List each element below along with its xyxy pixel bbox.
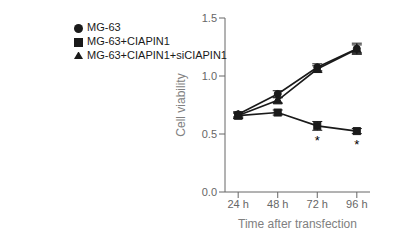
svg-text:72 h: 72 h (307, 198, 328, 210)
html-text:MG-63+CIAPIN1: MG-63+CIAPIN1 (87, 35, 170, 47)
svg-text:*: * (315, 133, 320, 148)
svg-text:Time after transfection: Time after transfection (238, 217, 357, 231)
svg-text:48 h: 48 h (267, 198, 288, 210)
svg-text:24 h: 24 h (227, 198, 248, 210)
html-text:MG-63+CIAPIN1+siCIAPIN1: MG-63+CIAPIN1+siCIAPIN1 (87, 49, 227, 61)
svg-text:1.5: 1.5 (202, 12, 217, 24)
svg-text:96 h: 96 h (346, 198, 367, 210)
svg-text:Cell viability: Cell viability (174, 73, 188, 136)
svg-text:1.0: 1.0 (202, 70, 217, 82)
html-text:MG-63: MG-63 (87, 21, 121, 33)
svg-text:0.0: 0.0 (202, 186, 217, 198)
svg-text:0.5: 0.5 (202, 128, 217, 140)
svg-text:*: * (354, 137, 359, 152)
